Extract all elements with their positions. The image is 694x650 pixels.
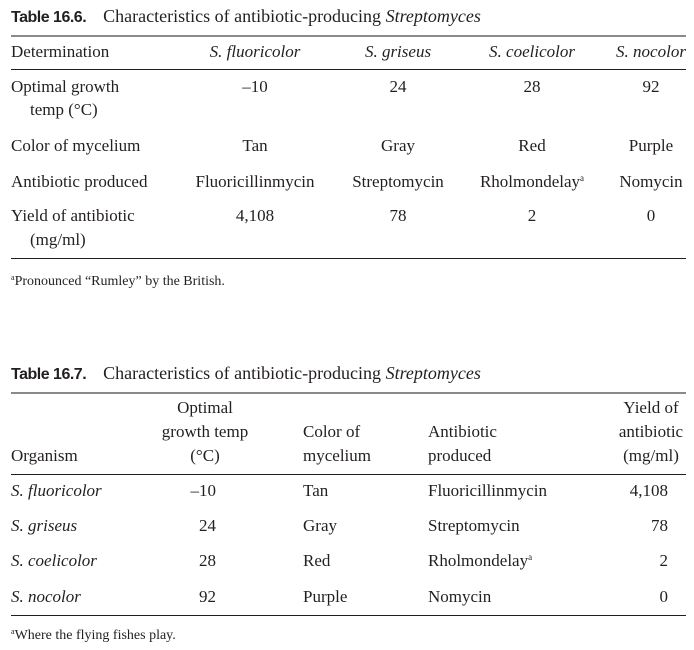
cell-text: Rholmondelay — [428, 551, 529, 570]
table-caption: Characteristics of antibiotic-producing — [103, 6, 386, 26]
header-cell: mycelium — [303, 446, 371, 465]
organism-cell: S. fluoricolor — [11, 481, 102, 500]
row-label: Antibiotic produced — [11, 172, 148, 191]
header-cell: Optimal — [177, 398, 233, 417]
cell: Rholmondelaya — [428, 551, 532, 571]
footnote: aPronounced “Rumley” by the British. — [11, 272, 225, 292]
cell: Fluoricillinmycin — [195, 172, 315, 191]
cell: Nomycin — [428, 587, 492, 606]
header-cell: antibiotic — [618, 422, 684, 441]
header-cell: Determination — [11, 42, 110, 61]
cell: Streptomycin — [352, 172, 444, 191]
header-cell: S. coelicolor — [489, 42, 575, 61]
footnote: aWhere the flying fishes play. — [11, 626, 176, 646]
cell: 2 — [659, 551, 669, 570]
cell: Streptomycin — [428, 516, 520, 535]
table-caption: Characteristics of antibiotic-producing — [103, 363, 386, 383]
header-cell: produced — [428, 446, 492, 465]
cell: –10 — [242, 77, 268, 96]
cell: Rholmondelaya — [480, 172, 584, 192]
row-label: Yield of antibiotic — [11, 206, 135, 225]
header-cell: S. fluoricolor — [209, 42, 301, 61]
cell: 24 — [199, 516, 216, 535]
cell: 92 — [199, 587, 216, 606]
cell-text: Rholmondelay — [479, 172, 581, 191]
table-caption-italic: Streptomyces — [385, 6, 481, 26]
cell: Purple — [303, 587, 348, 606]
header-cell: Antibiotic — [428, 422, 497, 441]
row-label-cont: temp (°C) — [30, 100, 98, 119]
top-rule — [11, 35, 686, 37]
organism-cell: S. griseus — [11, 516, 78, 535]
footnote-mark: a — [11, 273, 15, 282]
cell: Nomycin — [619, 172, 683, 191]
cell: 0 — [659, 587, 669, 606]
row-label: Color of mycelium — [11, 136, 141, 155]
cell: 78 — [389, 206, 407, 225]
cell: –10 — [190, 481, 217, 500]
footnote-mark: a — [11, 627, 15, 636]
cell: Red — [303, 551, 331, 570]
header-cell: Color of — [303, 422, 361, 441]
header-rule — [11, 474, 686, 476]
header-cell: Yield of — [623, 398, 679, 417]
cell: Fluoricillinmycin — [428, 481, 547, 500]
top-rule — [11, 392, 686, 394]
header-cell: S. nocolor — [616, 42, 686, 61]
cell: Purple — [628, 136, 674, 155]
table-caption-italic: Streptomyces — [385, 363, 481, 383]
cell: 28 — [523, 77, 541, 96]
cell: 4,108 — [235, 206, 275, 225]
cell: 0 — [646, 206, 656, 225]
bottom-rule — [11, 615, 686, 617]
organism-cell: S. coelicolor — [11, 551, 97, 570]
organism-cell: S. nocolor — [11, 587, 81, 606]
table-number: Table 16.6. — [11, 9, 87, 26]
table-title: Table 16.6. Characteristics of antibioti… — [11, 6, 481, 28]
table-title: Table 16.7. Characteristics of antibioti… — [11, 363, 481, 385]
header-cell: (°C) — [190, 446, 220, 465]
cell: Red — [518, 136, 546, 155]
footnote-text: Pronounced “Rumley” by the British. — [14, 274, 225, 289]
cell: 24 — [389, 77, 407, 96]
row-label: Optimal growth — [11, 77, 120, 96]
cell: Gray — [381, 136, 415, 155]
header-rule — [11, 69, 686, 71]
cell: 2 — [527, 206, 537, 225]
table-number: Table 16.7. — [11, 366, 87, 383]
bottom-rule — [11, 258, 686, 260]
cell: 92 — [642, 77, 660, 96]
row-label-cont: (mg/ml) — [30, 230, 86, 249]
header-cell: (mg/ml) — [623, 446, 679, 465]
cell: Gray — [303, 516, 337, 535]
header-cell: S. griseus — [364, 42, 432, 61]
cell: 78 — [651, 516, 668, 535]
cell: 28 — [199, 551, 216, 570]
cell: Tan — [242, 136, 268, 155]
header-cell: Organism — [11, 446, 78, 465]
cell: Tan — [303, 481, 329, 500]
footnote-mark: a — [528, 552, 533, 562]
footnote-text: Where the flying fishes play. — [14, 628, 176, 643]
header-cell: growth temp — [161, 422, 249, 441]
cell: 4,108 — [629, 481, 668, 500]
footnote-mark: a — [580, 173, 585, 183]
